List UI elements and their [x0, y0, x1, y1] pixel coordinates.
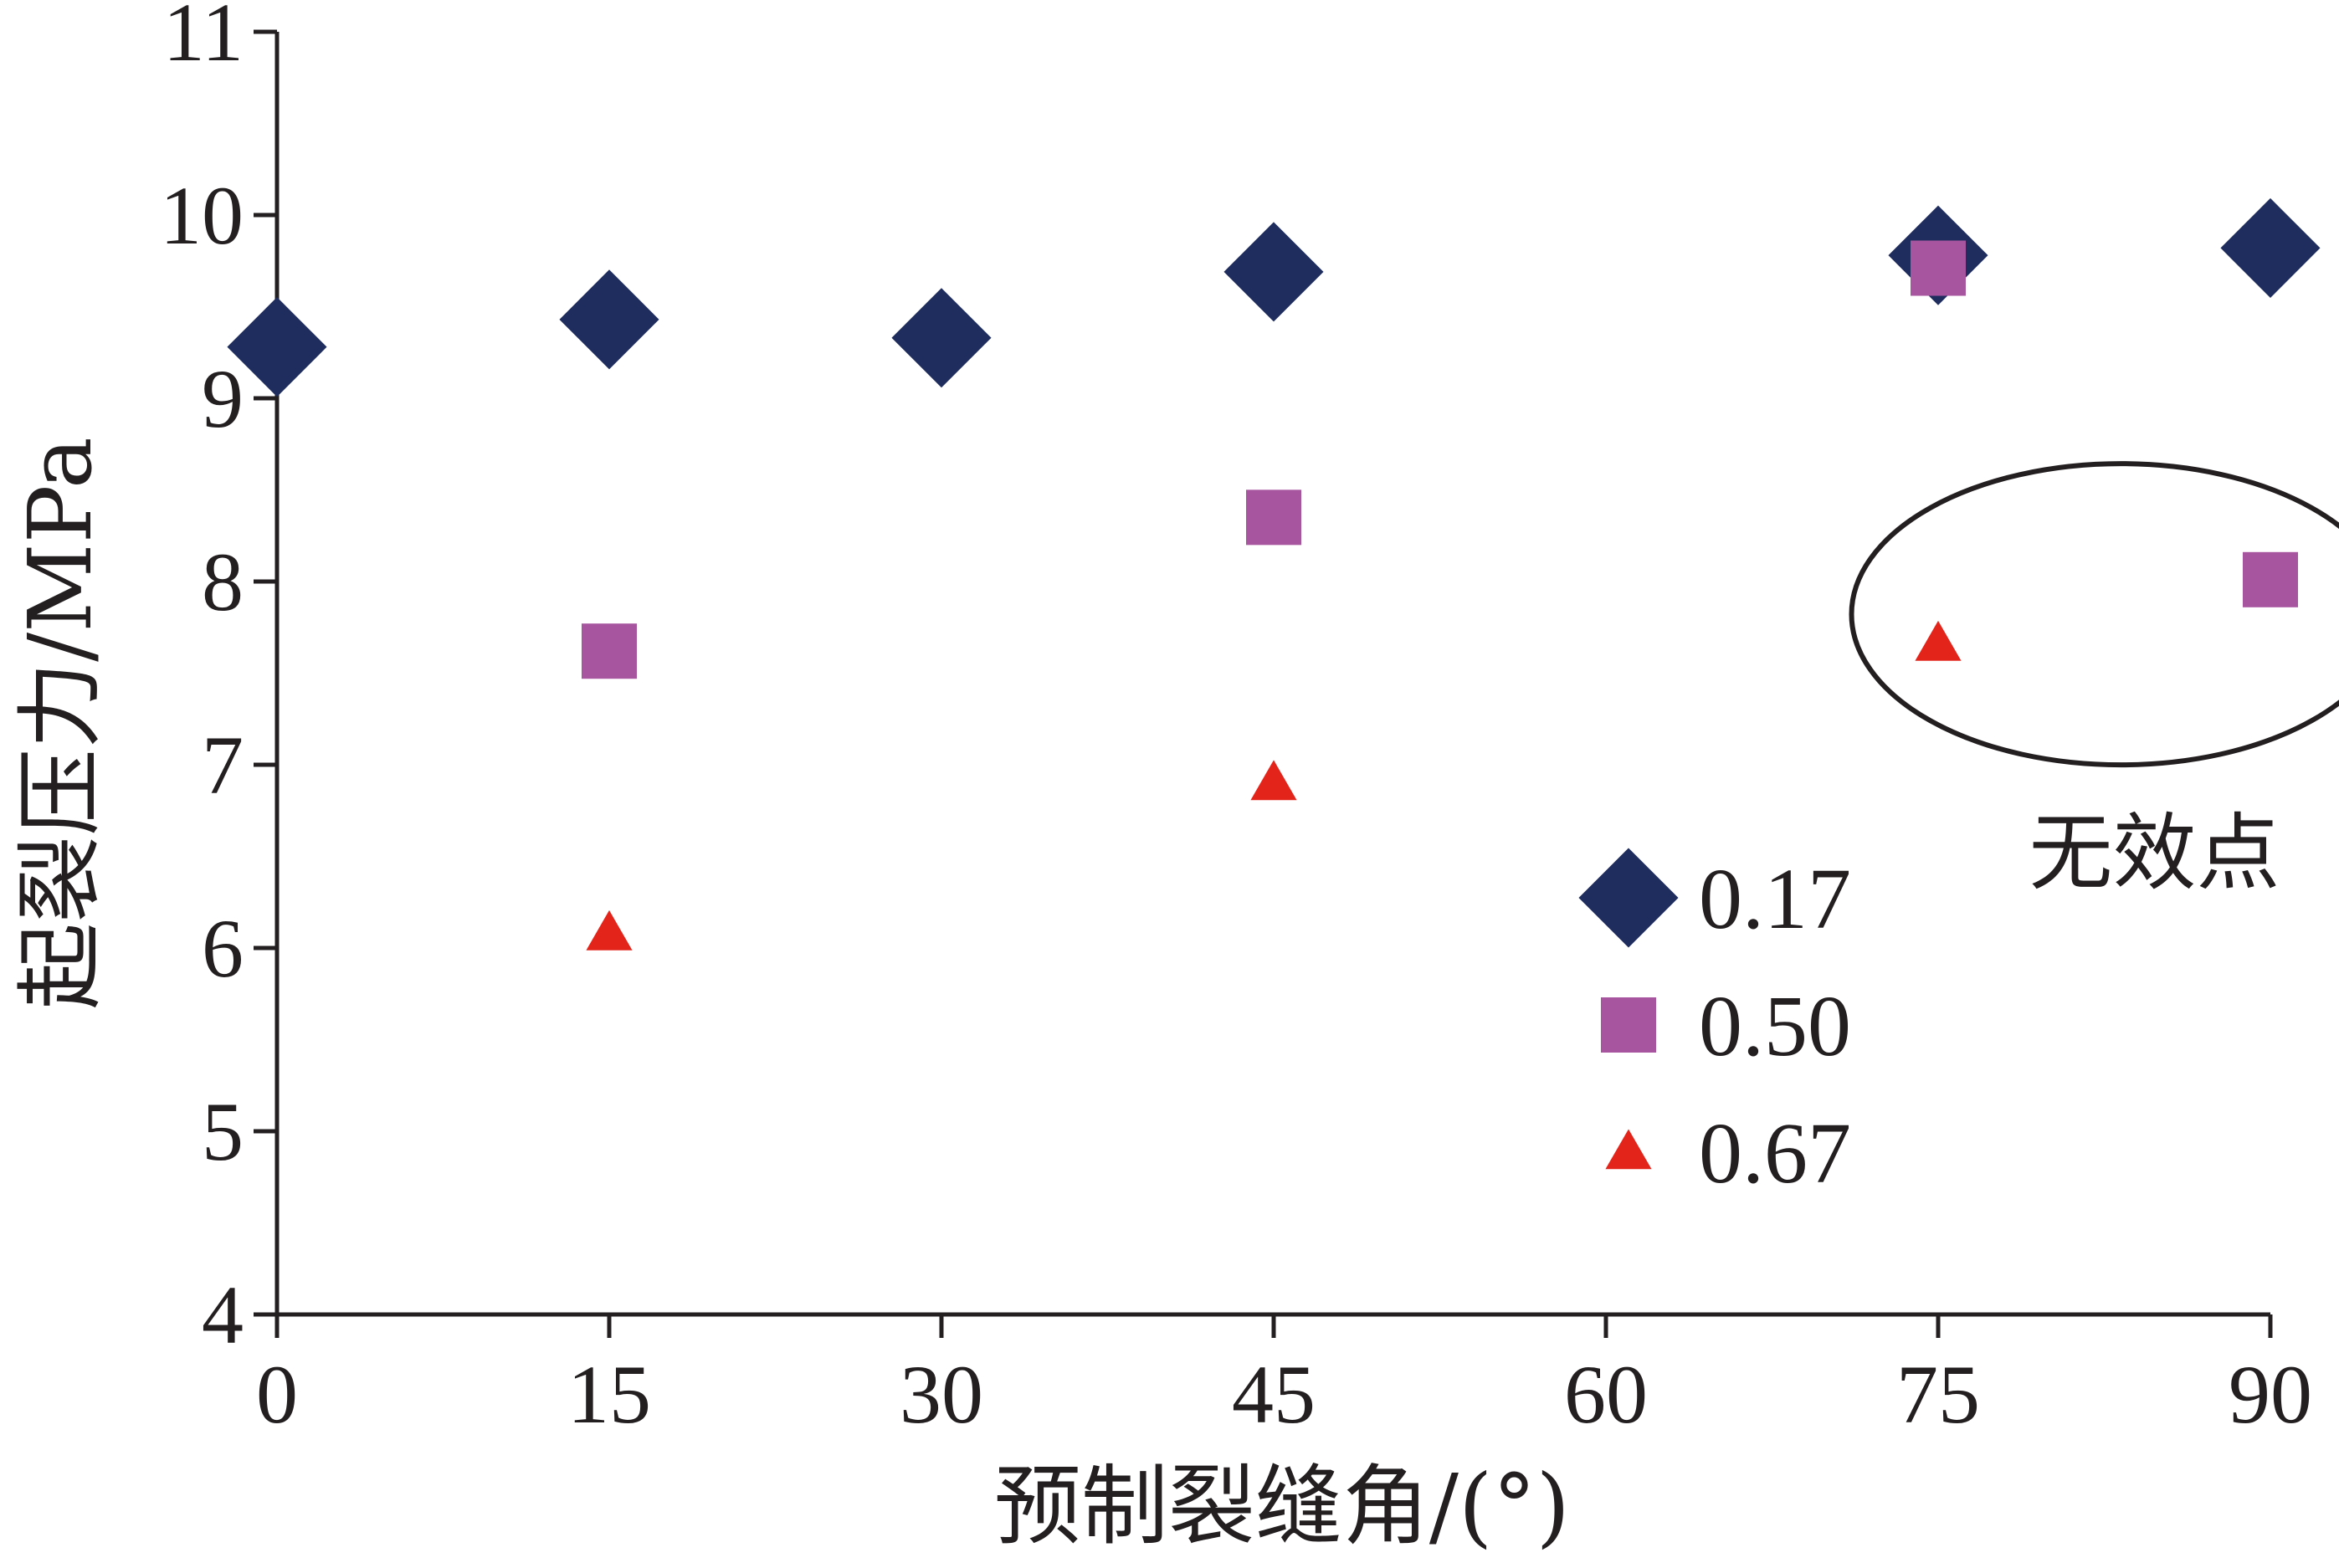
point-diamond-0_17-5 — [2220, 197, 2321, 298]
legend-marker-0_17 — [1578, 848, 1679, 948]
y-tick-label-9: 9 — [202, 352, 244, 445]
point-diamond-0_17-3 — [1223, 222, 1324, 322]
invalid-points-ellipse — [1849, 461, 2339, 768]
x-tick-label-90: 90 — [2229, 1348, 2312, 1441]
legend-label-0_50: 0.50 — [1699, 978, 1851, 1074]
data-points — [227, 197, 2321, 951]
y-tick-label-4: 4 — [202, 1268, 244, 1361]
x-tick-label-60: 60 — [1564, 1348, 1648, 1441]
point-triangle-0_67-1 — [1250, 760, 1297, 801]
point-square-0_50-0 — [582, 623, 637, 679]
y-tick-label-7: 7 — [202, 719, 244, 812]
point-diamond-0_17-0 — [227, 297, 327, 397]
y-tick-label-5: 5 — [202, 1085, 244, 1178]
y-tick-label-6: 6 — [202, 902, 244, 995]
legend-label-0_67: 0.67 — [1699, 1105, 1851, 1202]
legend: 0.17 0.50 0.67 — [1578, 848, 1851, 1202]
legend-label-0_17: 0.17 — [1699, 851, 1851, 947]
legend-marker-0_50 — [1601, 997, 1656, 1053]
point-square-0_50-3 — [2243, 551, 2298, 607]
y-tick-label-8: 8 — [202, 535, 244, 628]
point-triangle-0_67-2 — [1915, 620, 1962, 661]
point-square-0_50-1 — [1246, 489, 1301, 546]
invalid-points-annotation: 无效点 — [1849, 461, 2339, 902]
y-ticks: 4 5 6 7 8 9 10 11 — [160, 0, 277, 1361]
x-axis-title: 预制裂缝角/(°) — [994, 1455, 1570, 1557]
x-tick-label-30: 30 — [900, 1348, 983, 1441]
y-axis-title: 起裂压力/MPa — [9, 437, 111, 1010]
y-tick-label-11: 11 — [163, 0, 244, 79]
point-diamond-0_17-1 — [559, 269, 659, 370]
x-tick-label-75: 75 — [1896, 1348, 1980, 1441]
x-ticks: 0 15 30 45 60 75 90 — [256, 1314, 2312, 1441]
point-triangle-0_67-0 — [586, 910, 633, 951]
x-tick-label-15: 15 — [567, 1348, 651, 1441]
x-tick-label-0: 0 — [256, 1348, 298, 1441]
y-tick-label-10: 10 — [160, 169, 244, 262]
point-square-0_50-2 — [1911, 240, 1966, 296]
point-diamond-0_17-2 — [891, 288, 992, 388]
x-tick-label-45: 45 — [1232, 1348, 1316, 1441]
legend-marker-0_67 — [1605, 1129, 1652, 1170]
invalid-points-label: 无效点 — [2029, 804, 2280, 902]
